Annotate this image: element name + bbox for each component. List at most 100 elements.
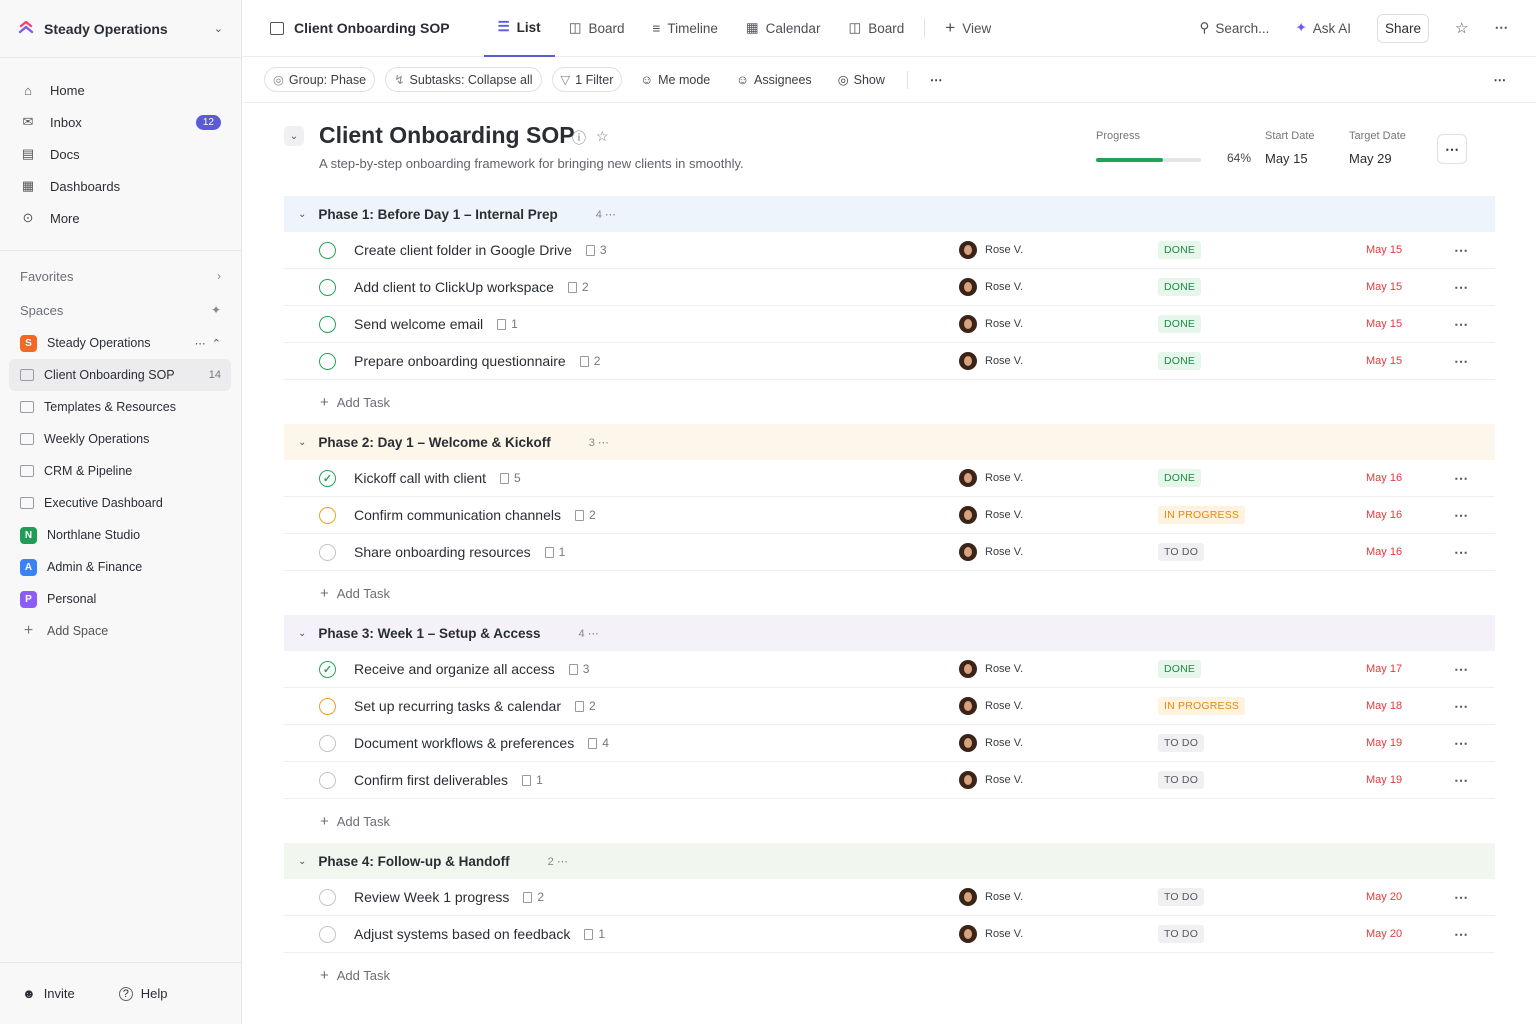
toolbar-right-more-icon[interactable]: ⋯ xyxy=(1493,73,1507,87)
invite-button[interactable]: ☻ Invite xyxy=(22,986,75,1001)
status-badge[interactable]: DONE xyxy=(1158,660,1202,678)
assignee[interactable]: Rose V. xyxy=(959,352,1023,370)
task-row[interactable]: Send welcome email 1 Rose V. DONE May 15 … xyxy=(284,306,1495,343)
assignee[interactable]: Rose V. xyxy=(959,543,1023,561)
task-name[interactable]: Receive and organize all access xyxy=(354,661,555,677)
subtask-count[interactable]: 1 xyxy=(497,317,518,331)
target-date-block[interactable]: Target Date May 29 xyxy=(1349,130,1406,166)
tab-calendar[interactable]: ▦ Calendar xyxy=(732,0,835,57)
row-more-icon[interactable]: ⋯ xyxy=(1454,469,1468,486)
due-date[interactable]: May 15 xyxy=(1366,355,1403,367)
task-status-circle[interactable] xyxy=(319,278,336,296)
due-date[interactable]: May 16 xyxy=(1366,509,1403,521)
task-row[interactable]: ✓ Receive and organize all access 3 Rose … xyxy=(284,651,1495,688)
due-date[interactable]: May 15 xyxy=(1366,244,1403,256)
favorite-star-icon[interactable]: ☆ xyxy=(596,128,609,144)
task-row[interactable]: Prepare onboarding questionnaire 2 Rose V… xyxy=(284,343,1495,380)
subtask-count[interactable]: 2 xyxy=(579,354,600,368)
due-date[interactable]: May 20 xyxy=(1366,928,1403,940)
space-more-icon[interactable]: ⋯ ⌃ xyxy=(194,337,221,350)
chevron-down-icon[interactable]: ⌄ xyxy=(213,23,223,35)
sidebar-item-docs[interactable]: ▤ Docs xyxy=(10,138,231,170)
ask-ai-button[interactable]: ✦ Ask AI xyxy=(1295,20,1351,36)
space-item[interactable]: Weekly Operations xyxy=(0,423,231,455)
group-chip[interactable]: ◎ Group: Phase xyxy=(264,67,376,92)
due-date[interactable]: May 17 xyxy=(1366,663,1403,675)
phase-header[interactable]: ⌄ Phase 2: Day 1 – Welcome & Kickoff 3 ⋯ xyxy=(284,424,1495,460)
phase-header[interactable]: ⌄ Phase 1: Before Day 1 – Internal Prep 4 … xyxy=(284,196,1495,232)
due-date[interactable]: May 16 xyxy=(1366,472,1403,484)
assignees-button[interactable]: ☺ Assignees xyxy=(728,73,819,87)
row-more-icon[interactable]: ⋯ xyxy=(1454,543,1468,560)
help-button[interactable]: ? Help xyxy=(118,986,168,1001)
subtask-count[interactable]: 4 xyxy=(588,736,609,750)
task-row[interactable]: Add client to ClickUp workspace 2 Rose V.… xyxy=(284,269,1495,306)
assignee[interactable]: Rose V. xyxy=(959,660,1023,678)
status-badge[interactable]: TO DO xyxy=(1158,543,1205,561)
toolbar-more-icon[interactable]: ⋯ xyxy=(929,73,943,87)
add-task-button[interactable]: + Add Task xyxy=(284,571,1495,615)
assignee[interactable]: Rose V. xyxy=(959,469,1023,487)
subtask-count[interactable]: 1 xyxy=(522,773,543,787)
task-name[interactable]: Share onboarding resources xyxy=(354,544,531,560)
status-badge[interactable]: DONE xyxy=(1158,352,1202,370)
show-button[interactable]: ◎ Show xyxy=(830,72,893,88)
subtask-count[interactable]: 3 xyxy=(585,243,607,257)
task-status-circle[interactable] xyxy=(319,352,336,370)
subtask-count[interactable]: 2 xyxy=(567,280,589,294)
favorites-section[interactable]: Favorites › xyxy=(0,259,241,293)
sidebar-item-dashboards[interactable]: ▦ Dashboards xyxy=(10,170,231,202)
row-more-icon[interactable]: ⋯ xyxy=(1454,771,1468,788)
assignee[interactable]: Rose V. xyxy=(959,734,1023,752)
add-task-button[interactable]: + Add Task xyxy=(284,799,1495,843)
share-button[interactable]: Share xyxy=(1377,13,1430,43)
task-name[interactable]: Set up recurring tasks & calendar xyxy=(354,698,561,714)
status-badge[interactable]: DONE xyxy=(1158,469,1202,487)
task-status-circle[interactable] xyxy=(319,734,336,752)
add-task-button[interactable]: + Add Task xyxy=(284,953,1495,997)
task-row[interactable]: Set up recurring tasks & calendar 2 Rose … xyxy=(284,688,1495,725)
subtasks-chip[interactable]: ↯ Subtasks: Collapse all xyxy=(385,67,542,92)
due-date[interactable]: May 15 xyxy=(1366,318,1403,330)
sidebar-item-inbox[interactable]: ✉ Inbox 12 xyxy=(10,106,231,138)
start-date-block[interactable]: Start Date May 15 xyxy=(1265,130,1315,166)
task-row[interactable]: Review Week 1 progress 2 Rose V. TO DO Ma… xyxy=(284,879,1495,916)
row-more-icon[interactable]: ⋯ xyxy=(1454,315,1468,332)
subtask-count[interactable]: 2 xyxy=(574,508,596,522)
space-item[interactable]: A Admin & Finance xyxy=(0,551,231,583)
space-item[interactable]: Templates & Resources xyxy=(0,391,231,423)
collapse-header-button[interactable]: ⌄ xyxy=(284,126,304,146)
chevron-down-icon[interactable]: ⌄ xyxy=(298,855,307,867)
status-badge[interactable]: TO DO xyxy=(1158,888,1205,906)
row-more-icon[interactable]: ⋯ xyxy=(1454,352,1468,369)
row-more-icon[interactable]: ⋯ xyxy=(1454,241,1468,258)
subtask-count[interactable]: 3 xyxy=(568,662,589,676)
pin-icon[interactable]: ✦ xyxy=(210,303,221,317)
subtask-count[interactable]: 5 xyxy=(500,471,521,485)
due-date[interactable]: May 20 xyxy=(1366,891,1403,903)
task-row[interactable]: Share onboarding resources 1 Rose V. TO D… xyxy=(284,534,1495,571)
task-name[interactable]: Add client to ClickUp workspace xyxy=(354,279,554,295)
status-badge[interactable]: DONE xyxy=(1158,315,1202,333)
task-status-circle[interactable] xyxy=(319,888,336,906)
status-badge[interactable]: TO DO xyxy=(1158,925,1205,943)
task-name[interactable]: Create client folder in Google Drive xyxy=(354,242,572,258)
task-row[interactable]: Confirm first deliverables 1 Rose V. TO D… xyxy=(284,762,1495,799)
task-name[interactable]: Send welcome email xyxy=(354,316,484,332)
task-status-circle[interactable] xyxy=(319,315,336,333)
assignee[interactable]: Rose V. xyxy=(959,315,1023,333)
space-item[interactable]: P Personal xyxy=(0,583,231,615)
row-more-icon[interactable]: ⋯ xyxy=(1454,660,1468,677)
task-row[interactable]: ✓ Kickoff call with client 5 Rose V. DONE… xyxy=(284,460,1495,497)
chevron-down-icon[interactable]: ⌄ xyxy=(298,208,307,220)
task-status-circle[interactable] xyxy=(319,543,336,561)
row-more-icon[interactable]: ⋯ xyxy=(1454,925,1468,942)
task-name[interactable]: Confirm communication channels xyxy=(354,507,561,523)
header-more-button[interactable]: ⋯ xyxy=(1437,134,1467,164)
task-row[interactable]: Document workflows & preferences 4 Rose V… xyxy=(284,725,1495,762)
spaces-section[interactable]: Spaces ✦ xyxy=(0,293,241,327)
task-row[interactable]: Confirm communication channels 2 Rose V. … xyxy=(284,497,1495,534)
subtask-count[interactable]: 2 xyxy=(575,699,596,713)
task-name[interactable]: Adjust systems based on feedback xyxy=(354,926,571,942)
due-date[interactable]: May 19 xyxy=(1366,774,1403,786)
